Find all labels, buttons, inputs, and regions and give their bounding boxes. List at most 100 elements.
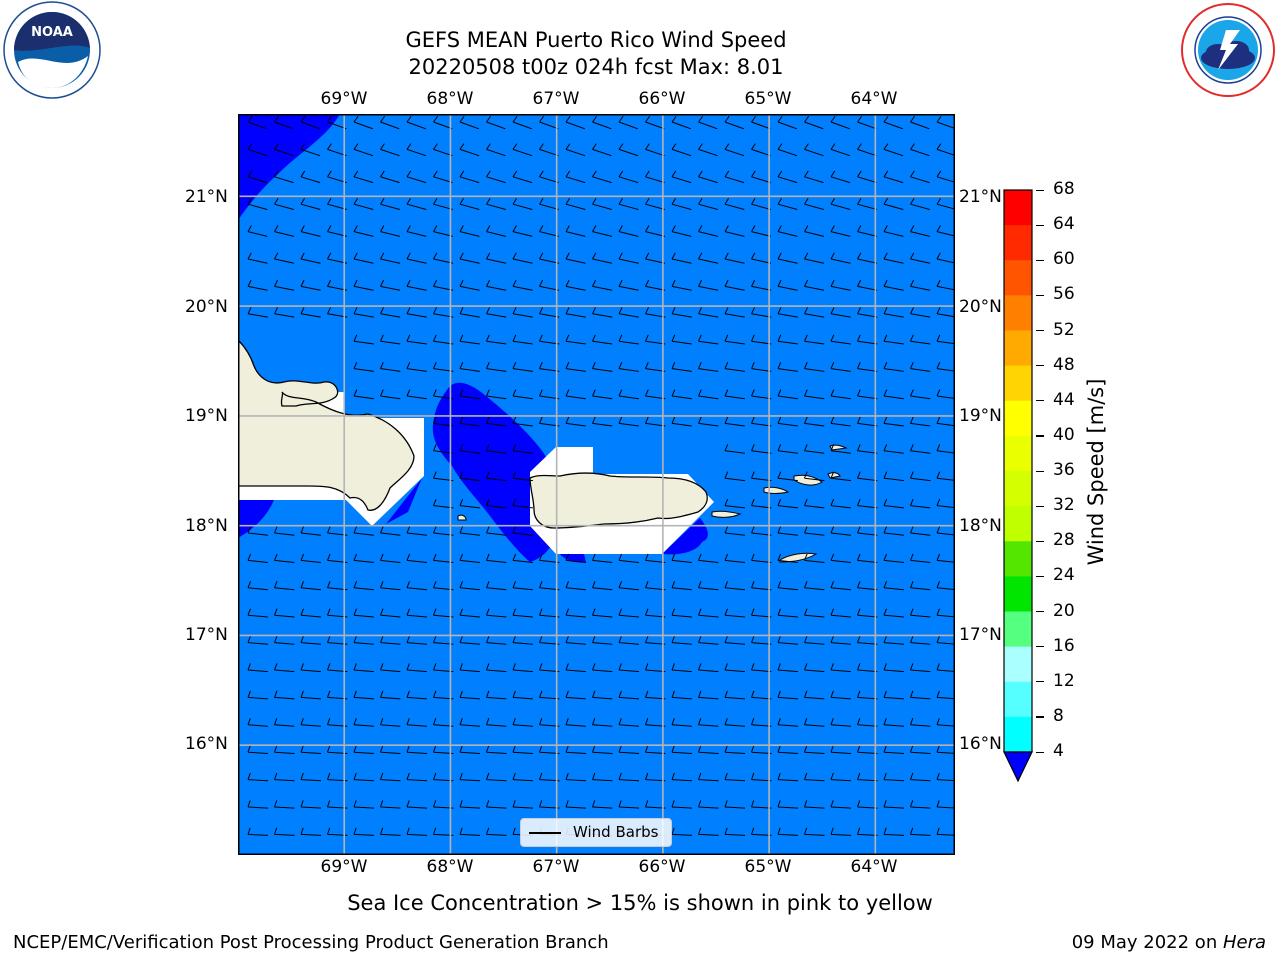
colorbar-tick-mark <box>1036 294 1044 297</box>
wind-barb <box>406 690 427 700</box>
wind-barb <box>486 635 507 645</box>
hispaniola-land <box>237 338 415 511</box>
wind-barb <box>592 663 613 673</box>
wind-barb <box>353 800 375 809</box>
wind-barb <box>804 444 825 454</box>
wind-barb <box>565 718 586 727</box>
colorbar-segment <box>1004 365 1032 402</box>
wind-barb <box>592 416 613 427</box>
wind-barb <box>830 635 851 645</box>
wind-barb <box>857 307 878 318</box>
wind-barb <box>751 800 772 809</box>
wind-barb <box>857 197 877 210</box>
wind-barb <box>512 581 533 591</box>
lat-label-right: 18°N <box>959 516 1002 536</box>
wind-barb <box>698 361 719 372</box>
wind-barb <box>751 581 772 591</box>
wind-barb <box>247 690 268 700</box>
wind-barb <box>724 225 745 237</box>
colorbar-tick-label: 68 <box>1053 179 1075 199</box>
wind-barb <box>300 608 321 618</box>
wind-barb <box>751 279 772 291</box>
wind-barb <box>565 143 586 157</box>
wind-barb <box>406 581 427 591</box>
wind-barb <box>353 170 374 184</box>
wind-barb <box>777 581 798 591</box>
wind-barb <box>910 608 931 618</box>
wind-barb <box>830 170 851 184</box>
wind-barb <box>300 553 321 563</box>
colorbar-segment <box>1004 400 1032 437</box>
lat-label-left: 17°N <box>185 625 228 645</box>
map-panel <box>237 114 958 855</box>
wind-barb-legend-line <box>529 832 561 834</box>
wind-barb <box>698 800 719 809</box>
wind-barb <box>671 690 692 700</box>
wind-barb <box>883 334 904 345</box>
wind-barb <box>512 553 533 563</box>
wind-barb <box>698 416 719 427</box>
wind-barb <box>910 170 930 184</box>
wind-barb <box>883 553 904 563</box>
lon-label-bottom: 68°W <box>426 857 474 877</box>
wind-barb <box>698 827 719 836</box>
wind-barb <box>857 745 878 754</box>
wind-barb <box>910 307 931 318</box>
lat-label-right: 21°N <box>959 187 1002 207</box>
wind-barb <box>857 143 877 157</box>
wind-barb <box>751 498 772 509</box>
colorbar-tick-label: 64 <box>1053 214 1075 235</box>
wind-barb <box>751 116 771 130</box>
wind-barb <box>698 252 719 264</box>
colorbar-tick-mark <box>1036 540 1044 542</box>
wind-barb <box>353 772 375 782</box>
wind-barb <box>380 772 401 782</box>
wind-barb <box>910 498 931 509</box>
wind-barb <box>883 718 904 727</box>
wind-barb <box>830 827 852 836</box>
wind-barb <box>512 143 533 157</box>
wind-barb <box>751 361 772 372</box>
wind-barb <box>592 225 613 237</box>
wind-barb <box>645 635 666 645</box>
wind-barb <box>486 389 507 400</box>
wind-barb <box>539 143 559 157</box>
wind-barb <box>459 690 480 700</box>
wind-barb <box>777 307 798 318</box>
wind-barb <box>406 389 427 400</box>
wind-barb <box>671 252 692 264</box>
wind-barb <box>486 663 507 673</box>
wind-barb <box>724 471 745 482</box>
wind-barb <box>777 416 798 427</box>
wind-barb <box>830 608 851 618</box>
colorbar-tick-label: 36 <box>1053 460 1075 480</box>
low-wind-region-northwest <box>238 114 340 220</box>
wind-barb <box>830 389 851 400</box>
wind-barb <box>486 279 507 291</box>
wind-barb <box>486 608 507 618</box>
wind-barb <box>857 361 878 372</box>
wind-barb <box>751 444 772 454</box>
wind-barb <box>857 553 878 563</box>
wind-barb <box>910 471 931 482</box>
wind-barb <box>565 635 586 645</box>
wind-barb <box>804 827 825 836</box>
wind-barb <box>512 225 533 237</box>
wind-barb <box>645 389 666 400</box>
wind-barb <box>565 252 586 264</box>
wind-barb <box>274 663 295 673</box>
wind-barb <box>883 143 904 157</box>
wind-barb <box>512 745 534 754</box>
wind-barb <box>565 334 586 345</box>
wind-barb <box>830 581 851 591</box>
wind-barb <box>565 170 586 184</box>
wind-barb <box>380 170 400 184</box>
wind-barb <box>512 197 533 210</box>
wind-barb <box>618 279 639 291</box>
wind-barb <box>724 279 745 291</box>
wind-barb <box>380 827 401 836</box>
wind-barb <box>777 718 798 727</box>
wind-barb <box>274 307 295 318</box>
wind-barb <box>486 116 506 130</box>
wind-barb <box>804 279 825 291</box>
